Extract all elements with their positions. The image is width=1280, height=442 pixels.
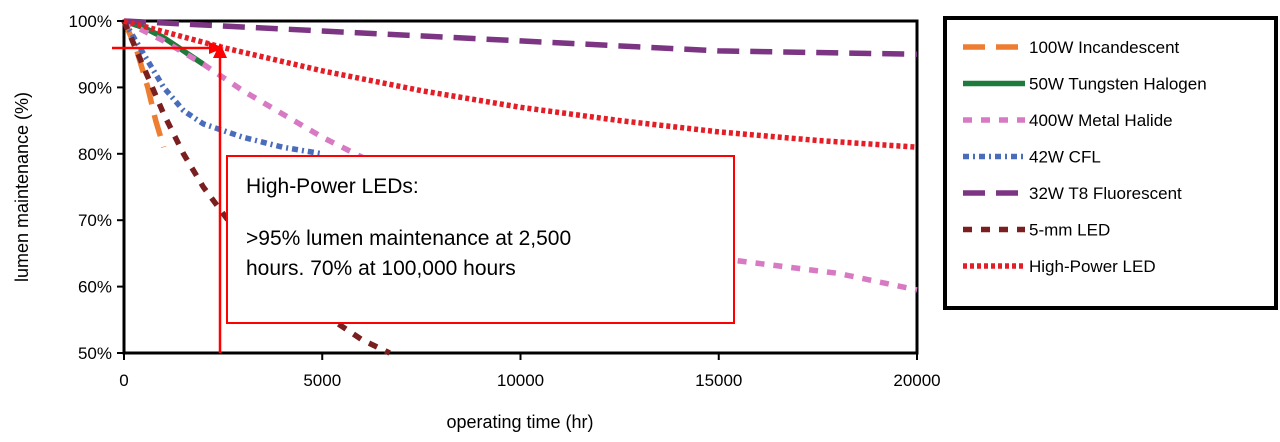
legend-label-high-power-led: High-Power LED xyxy=(1029,257,1156,276)
annotation-title: High-Power LEDs: xyxy=(246,175,419,198)
x-tick-label: 20000 xyxy=(893,371,940,390)
y-tick-label: 50% xyxy=(78,344,112,363)
legend-label-32w-t8-fluorescent: 32W T8 Fluorescent xyxy=(1029,184,1182,203)
legend-label-42w-cfl: 42W CFL xyxy=(1029,148,1101,167)
legend-label-50w-tungsten-halogen: 50W Tungsten Halogen xyxy=(1029,75,1207,94)
x-tick-label: 15000 xyxy=(695,371,742,390)
y-tick-label: 90% xyxy=(78,78,112,97)
annotation-box xyxy=(226,155,735,324)
legend-label-5-mm-led: 5-mm LED xyxy=(1029,221,1110,240)
series-layer xyxy=(121,18,918,356)
series-line-32w-t8-fluorescent xyxy=(123,18,918,57)
y-tick-label: 80% xyxy=(78,145,112,164)
series-line-high-power-led xyxy=(123,18,918,150)
y-tick-label: 60% xyxy=(78,278,112,297)
marker-arrowhead-right xyxy=(209,42,224,54)
series-line-5-mm-led xyxy=(121,19,391,356)
x-tick-label: 5000 xyxy=(303,371,341,390)
marker-arrowhead-up xyxy=(213,43,227,58)
legend-label-400w-metal-halide: 400W Metal Halide xyxy=(1029,111,1173,130)
legend-box xyxy=(943,16,1278,310)
y-tick-label: 70% xyxy=(78,211,112,230)
y-axis-title: lumen maintenance (%) xyxy=(12,92,32,282)
legend-label-100w-incandescent: 100W Incandescent xyxy=(1029,38,1180,57)
annotation-line-2: hours. 70% at 100,000 hours xyxy=(246,257,516,280)
x-axis-title: operating time (hr) xyxy=(446,412,593,432)
x-tick-label: 0 xyxy=(119,371,128,390)
y-tick-label: 100% xyxy=(69,12,112,31)
annotation-line-1: >95% lumen maintenance at 2,500 xyxy=(246,227,571,250)
ticks-layer: 0 5000 10000 15000 20000 50% 60% 70% 80% 90% 100% xyxy=(69,12,941,390)
x-tick-label: 10000 xyxy=(497,371,544,390)
legend: 100W Incandescent 50W Tungsten Halogen 400… xyxy=(963,38,1207,276)
